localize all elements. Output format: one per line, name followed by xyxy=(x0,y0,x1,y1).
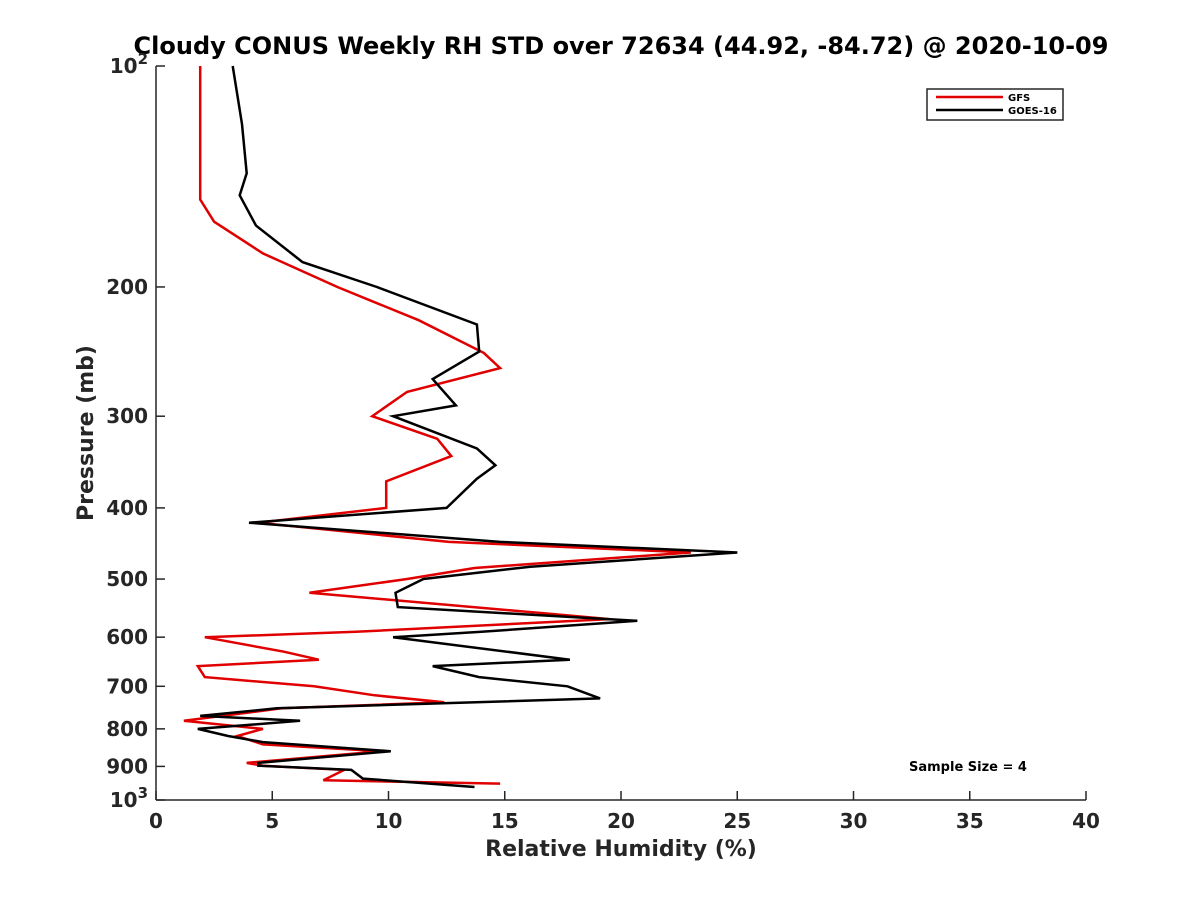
x-tick-label: 5 xyxy=(265,809,279,833)
x-tick-label: 35 xyxy=(956,809,984,833)
series-layer xyxy=(183,65,738,789)
legend-label-gfs: GFS xyxy=(1008,93,1030,104)
x-tick-label: 0 xyxy=(149,809,163,833)
y-tick-label: 900 xyxy=(106,754,148,778)
series-line-goes16 xyxy=(197,65,738,789)
x-tick-label: 15 xyxy=(491,809,519,833)
y-axis-label: Pressure (mb) xyxy=(74,345,99,521)
x-tick-label: 20 xyxy=(607,809,635,833)
y-tick-label: 500 xyxy=(106,567,148,591)
y-tick-label: 300 xyxy=(106,404,148,428)
x-tick-label: 10 xyxy=(375,809,403,833)
chart-title: Cloudy CONUS Weekly RH STD over 72634 (4… xyxy=(134,32,1109,60)
y-tick-label: 400 xyxy=(106,496,148,520)
legend: GFS GOES-16 xyxy=(926,88,1064,121)
legend-label-goes16: GOES-16 xyxy=(1008,106,1057,117)
y-tick-label: 102 xyxy=(110,50,148,78)
x-tick-label: 25 xyxy=(723,809,751,833)
legend-box xyxy=(926,88,1064,121)
y-tick-label: 200 xyxy=(106,275,148,299)
x-tick-label: 30 xyxy=(840,809,868,833)
series-line-gfs xyxy=(183,66,691,785)
x-axis-label: Relative Humidity (%) xyxy=(485,837,757,862)
sample-size-annotation: Sample Size = 4 xyxy=(909,760,1027,775)
y-tick-label: 103 xyxy=(110,784,148,812)
y-tick-label: 600 xyxy=(106,625,148,649)
axes: 0 5 10 15 20 25 30 35 40 102 200 300 400 500 600 700 800… xyxy=(106,50,1100,833)
y-tick-label: 700 xyxy=(106,674,148,698)
x-tick-label: 40 xyxy=(1072,809,1100,833)
y-tick-label: 800 xyxy=(106,717,148,741)
